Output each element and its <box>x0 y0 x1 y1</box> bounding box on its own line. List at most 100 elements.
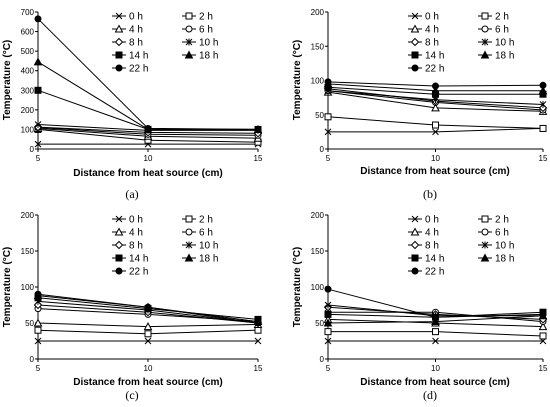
legend-label-6: 10 h <box>199 38 218 49</box>
x-tick-label: 5 <box>36 364 41 373</box>
y-axis-label: Temperature (°C) <box>2 247 13 328</box>
legend-marker-8 <box>480 253 490 262</box>
data-point-1-1 <box>324 128 332 136</box>
legend-label-3: 4 h <box>129 25 143 36</box>
data-point-9-1 <box>324 78 332 86</box>
y-tick-label: 100 <box>311 283 325 292</box>
data-point-2-3 <box>254 326 262 334</box>
legend-marker-2 <box>481 215 489 223</box>
legend-label-2: 2 h <box>199 12 213 23</box>
legend-label-9: 22 h <box>425 64 444 75</box>
data-point-1-1 <box>34 337 42 345</box>
data-point-6-3 <box>539 100 547 108</box>
legend-label-4: 6 h <box>495 25 509 36</box>
legend-marker-4 <box>185 228 193 236</box>
y-tick-label: 0 <box>30 355 35 364</box>
legend-label-9: 22 h <box>129 267 148 278</box>
chart-panel-3: 0 50 100 150 200 5 10 15 Distance from heat sour… <box>2 211 263 402</box>
data-point-8-1 <box>33 57 43 66</box>
y-tick-label: 300 <box>21 86 35 95</box>
data-point-1-1 <box>34 140 42 148</box>
data-point-2-1 <box>34 326 42 334</box>
legend-marker-4 <box>481 228 489 236</box>
legend-marker-3 <box>114 24 124 33</box>
panel-caption: (b) <box>423 187 437 201</box>
legend-marker-5 <box>114 240 124 250</box>
legend-marker-1 <box>115 12 123 20</box>
legend-label-8: 18 h <box>199 51 218 62</box>
x-tick-label: 15 <box>254 364 263 373</box>
x-tick-label: 10 <box>431 364 440 373</box>
x-tick-label: 5 <box>326 364 331 373</box>
y-axis-label: Temperature (°C) <box>292 40 303 121</box>
data-point-7-1 <box>324 310 332 318</box>
x-axis-label: Distance from heat source (cm) <box>360 377 510 388</box>
data-point-9-2 <box>144 303 152 311</box>
data-point-6-1 <box>34 121 42 129</box>
data-point-9-3 <box>539 310 547 318</box>
y-tick-label: 50 <box>25 319 34 328</box>
y-tick-label: 100 <box>21 125 35 134</box>
legend-marker-2 <box>185 12 193 20</box>
legend-marker-1 <box>411 12 419 20</box>
data-point-3-2 <box>431 103 440 112</box>
x-tick-label: 15 <box>539 154 548 163</box>
series-line-7 <box>37 89 258 130</box>
panel-caption: (c) <box>125 388 138 402</box>
legend-label-4: 6 h <box>199 25 213 36</box>
legend-marker-8 <box>480 50 490 59</box>
x-tick-label: 10 <box>144 154 153 163</box>
data-point-9-2 <box>144 124 152 132</box>
legend-label-7: 14 h <box>129 254 148 265</box>
legend-label-2: 2 h <box>495 215 509 226</box>
x-tick-label: 15 <box>539 364 548 373</box>
data-point-1-2 <box>432 128 439 136</box>
legend-marker-3 <box>114 227 124 236</box>
data-point-3-1 <box>33 318 43 327</box>
y-tick-label: 150 <box>311 247 325 256</box>
panel-caption: (d) <box>423 388 437 402</box>
legend-label-7: 14 h <box>425 254 444 265</box>
legend-marker-1 <box>115 215 123 223</box>
y-tick-label: 400 <box>21 67 35 76</box>
y-tick-label: 200 <box>311 8 325 17</box>
x-axis-label: Distance from heat source (cm) <box>73 168 223 179</box>
legend-label-7: 14 h <box>425 51 444 62</box>
data-point-9-1 <box>34 15 42 23</box>
data-point-3-3 <box>538 322 548 331</box>
legend-label-1: 0 h <box>129 12 143 23</box>
data-point-9-3 <box>254 125 262 133</box>
x-tick-label: 15 <box>254 154 263 163</box>
legend-label-3: 4 h <box>129 228 143 239</box>
y-tick-label: 500 <box>21 47 35 56</box>
legend-marker-1 <box>411 215 419 223</box>
legend-label-2: 2 h <box>495 12 509 23</box>
legend-marker-2 <box>481 12 489 20</box>
legend-marker-4 <box>481 25 489 33</box>
legend-marker-9 <box>115 267 123 275</box>
data-point-2-1 <box>324 113 332 121</box>
legend-label-9: 22 h <box>129 64 148 75</box>
y-tick-label: 0 <box>320 145 325 154</box>
y-tick-label: 700 <box>21 8 35 17</box>
legend-marker-4 <box>185 25 193 33</box>
y-tick-label: 150 <box>311 42 325 51</box>
legend-marker-3 <box>410 227 420 236</box>
legend-marker-2 <box>185 215 193 223</box>
legend-label-8: 18 h <box>199 254 218 265</box>
legend-marker-7 <box>115 254 123 262</box>
legend-marker-5 <box>410 240 420 250</box>
legend-label-5: 8 h <box>129 38 143 49</box>
data-point-1-2 <box>144 337 152 345</box>
data-point-9-3 <box>254 319 262 327</box>
legend-label-6: 10 h <box>495 241 514 252</box>
legend-label-6: 10 h <box>495 38 514 49</box>
data-point-1-2 <box>432 337 439 345</box>
legend-label-6: 10 h <box>199 241 218 252</box>
data-point-6-1 <box>324 301 332 309</box>
legend-label-7: 14 h <box>129 51 148 62</box>
legend-marker-6 <box>185 38 193 46</box>
data-point-2-3 <box>539 124 547 132</box>
legend-marker-6 <box>185 241 193 249</box>
